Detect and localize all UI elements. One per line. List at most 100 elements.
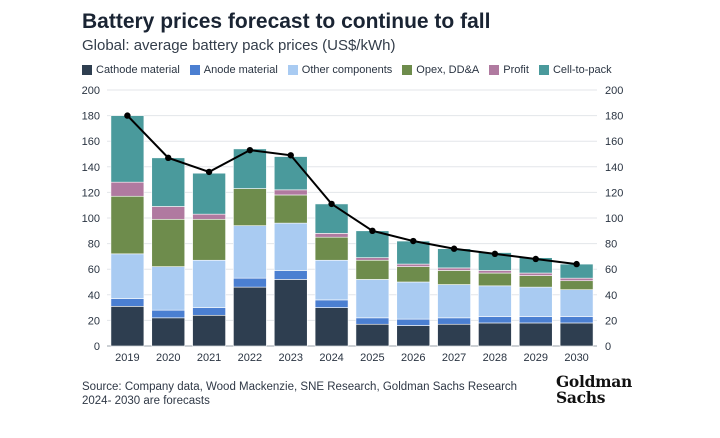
bar-segment-cell-to-pack xyxy=(314,203,349,234)
y-tick-left: 20 xyxy=(88,315,100,327)
y-tick-left: 80 xyxy=(88,239,100,251)
bar-segment-anode-material xyxy=(110,298,145,307)
bar-segment-cell-to-pack xyxy=(192,172,226,215)
bar-segment-profit xyxy=(314,233,349,238)
x-tick-label: 2023 xyxy=(279,352,303,364)
x-tick-label: 2027 xyxy=(442,352,466,364)
y-tick-left: 160 xyxy=(82,136,100,148)
y-tick-right: 180 xyxy=(605,111,623,123)
bar-segment-cell-to-pack xyxy=(273,156,308,191)
bar-segment-anode-material xyxy=(396,318,431,326)
y-tick-left: 40 xyxy=(88,290,100,302)
chart-subtitle: Global: average battery pack prices (US$… xyxy=(82,37,396,54)
x-tick-label: 2028 xyxy=(483,352,507,364)
legend-label: Opex, DD&A xyxy=(416,64,480,76)
total-price-point xyxy=(450,245,458,252)
bar-segment-profit xyxy=(478,270,512,274)
y-tick-left: 180 xyxy=(82,111,100,123)
bar-segment-other-components xyxy=(518,286,553,317)
legend-item-profit: Profit xyxy=(489,64,529,76)
bar-segment-opex-dd-a xyxy=(559,280,594,290)
bar-segment-anode-material xyxy=(559,316,594,324)
legend-item-anode-material: Anode material xyxy=(189,64,278,76)
legend-swatch xyxy=(402,65,413,75)
bar-segment-other-components xyxy=(151,266,186,311)
bar-segment-profit xyxy=(192,213,226,220)
bar-segment-cell-to-pack xyxy=(396,240,431,265)
bar-segment-cathode-material xyxy=(273,279,308,347)
bar-segment-cathode-material xyxy=(314,307,349,347)
bar-segment-opex-dd-a xyxy=(355,259,390,280)
bar-segment-cell-to-pack xyxy=(110,115,145,183)
y-tick-right: 160 xyxy=(605,136,623,148)
y-tick-right: 0 xyxy=(605,341,611,353)
x-tick-label: 2030 xyxy=(564,352,588,364)
bar-segment-cell-to-pack xyxy=(355,230,390,258)
legend-item-cathode-material: Cathode material xyxy=(82,64,180,76)
legend-item-other-components: Other components xyxy=(287,64,393,76)
bar-segment-profit xyxy=(273,189,308,196)
y-tick-left: 140 xyxy=(82,162,100,174)
legend-swatch xyxy=(82,65,92,75)
x-tick-label: 2026 xyxy=(401,352,425,364)
goldman-sachs-logo: Goldman Sachs xyxy=(556,374,632,406)
y-tick-left: 120 xyxy=(82,187,100,199)
y-tick-right: 100 xyxy=(605,213,623,225)
bar-segment-cathode-material xyxy=(518,322,553,347)
bar-segment-anode-material xyxy=(355,317,390,325)
bar-segment-anode-material xyxy=(151,309,186,319)
total-price-point xyxy=(491,250,499,258)
bar-segment-opex-dd-a xyxy=(396,266,431,283)
x-tick-label: 2024 xyxy=(319,352,343,364)
bar-segment-anode-material xyxy=(273,270,308,280)
chart-legend: Cathode material Anode material Other comp… xyxy=(82,62,612,78)
bar-segment-anode-material xyxy=(233,277,267,288)
y-tick-left: 200 xyxy=(82,85,100,97)
logo-line-2: Sachs xyxy=(556,388,606,407)
total-price-point xyxy=(369,227,376,234)
y-tick-right: 60 xyxy=(605,264,617,276)
total-price-point xyxy=(532,255,539,263)
bar-segment-cathode-material xyxy=(110,306,145,347)
y-tick-right: 120 xyxy=(605,187,623,199)
bar-segment-opex-dd-a xyxy=(437,270,471,285)
legend-label: Profit xyxy=(503,64,529,76)
bar-segment-profit xyxy=(518,272,553,276)
bar-segment-cell-to-pack xyxy=(233,148,267,189)
bar-segment-other-components xyxy=(110,253,145,299)
logo-line-1: Goldman xyxy=(556,372,632,391)
bar-segment-anode-material xyxy=(314,299,349,308)
chart-title: Battery prices forecast to continue to f… xyxy=(82,10,491,33)
bar-segment-other-components xyxy=(396,281,431,320)
bar-segment-other-components xyxy=(355,279,390,319)
forecast-note: 2024- 2030 are forecasts xyxy=(82,395,210,407)
bar-segment-other-components xyxy=(559,289,594,317)
bar-segment-cathode-material xyxy=(355,323,390,347)
y-tick-left: 0 xyxy=(94,341,100,353)
bar-segment-other-components xyxy=(437,284,471,319)
bar-segment-other-components xyxy=(478,285,512,317)
bar-segment-anode-material xyxy=(437,317,471,325)
legend-swatch xyxy=(538,65,549,75)
legend-label: Cathode material xyxy=(96,64,180,76)
legend-label: Other components xyxy=(301,64,393,76)
total-price-point xyxy=(246,146,254,154)
bar-segment-profit xyxy=(396,263,431,267)
bar-segment-opex-dd-a xyxy=(233,188,267,226)
bar-segment-other-components xyxy=(273,222,308,271)
bar-segment-profit xyxy=(559,277,594,282)
bar-segment-anode-material xyxy=(518,316,553,324)
y-tick-left: 60 xyxy=(88,264,100,276)
legend-item-opex-dd-a: Opex, DD&A xyxy=(402,64,479,76)
y-tick-right: 200 xyxy=(605,85,623,97)
total-price-point xyxy=(205,168,213,176)
legend-label: Anode material xyxy=(203,64,278,76)
y-tick-right: 80 xyxy=(605,239,617,251)
x-tick-label: 2022 xyxy=(238,352,262,364)
bar-segment-cathode-material xyxy=(192,314,226,347)
x-tick-label: 2020 xyxy=(156,352,180,364)
bar-segment-opex-dd-a xyxy=(273,194,308,224)
legend-item-cell-to-pack: Cell-to-pack xyxy=(538,64,612,76)
bar-segment-cathode-material xyxy=(233,286,267,347)
